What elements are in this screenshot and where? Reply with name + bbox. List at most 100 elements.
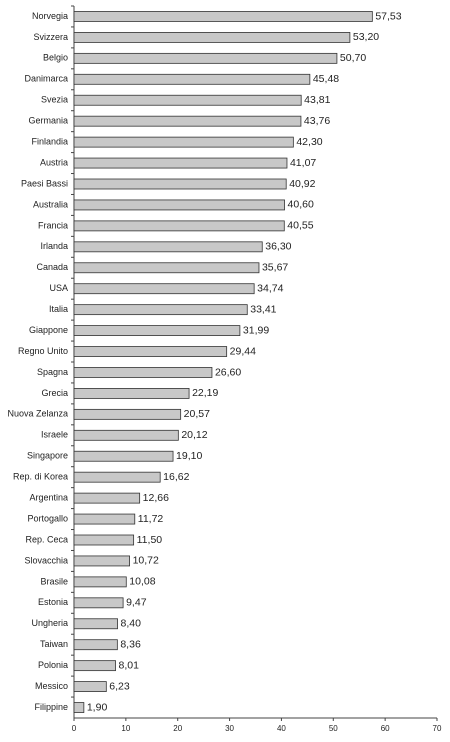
bar: [73, 597, 124, 609]
x-tick-label: 30: [225, 724, 234, 733]
bar: [73, 199, 285, 211]
value-label: 11,50: [137, 534, 163, 546]
y-tick-label: Australia: [33, 199, 68, 209]
bar: [73, 94, 302, 106]
y-tick-label: Danimarca: [24, 74, 68, 84]
bar: [73, 660, 116, 672]
x-tick-label: 10: [121, 724, 130, 733]
value-label: 40,55: [287, 220, 313, 232]
bar: [73, 513, 136, 525]
y-tick-label: Grecia: [41, 388, 68, 398]
bar: [73, 241, 263, 253]
bar: [73, 283, 255, 295]
bar: [73, 702, 85, 713]
value-label: 16,62: [163, 471, 189, 483]
y-tick-label: Messico: [35, 681, 68, 691]
value-label: 43,76: [304, 115, 330, 127]
value-label: 33,41: [250, 303, 276, 315]
value-label: 6,23: [109, 680, 130, 692]
bar: [73, 52, 338, 64]
value-label: 57,53: [375, 10, 401, 22]
bar: [73, 346, 228, 357]
x-tick-label: 0: [72, 724, 77, 733]
bar: [73, 220, 285, 232]
bar: [73, 11, 373, 22]
bar: [73, 618, 118, 630]
bar: [73, 555, 130, 567]
y-tick-label: USA: [49, 283, 68, 293]
bar: [73, 450, 174, 462]
value-label: 8,36: [120, 638, 141, 650]
y-tick-label: Svezia: [41, 95, 68, 105]
y-tick-label: Norvegia: [32, 11, 68, 21]
y-tick-label: Paesi Bassi: [21, 178, 68, 188]
value-label: 31,99: [243, 324, 269, 336]
value-label: 8,01: [119, 659, 140, 671]
bar: [73, 471, 161, 483]
bar: [73, 178, 287, 190]
value-label: 8,40: [121, 618, 142, 630]
value-label: 22,19: [192, 387, 218, 399]
value-label: 41,07: [290, 157, 316, 169]
x-tick-label: 70: [433, 724, 442, 733]
bar: [73, 262, 260, 274]
y-tick-label: Rep. di Korea: [13, 472, 68, 482]
bar: [73, 115, 302, 127]
y-tick-label: Regno Unito: [18, 346, 68, 356]
bar: [73, 73, 311, 85]
y-tick-label: Argentina: [29, 492, 68, 502]
y-tick-label: Finlandia: [31, 136, 68, 146]
value-label: 10,72: [133, 555, 159, 567]
bar: [73, 639, 118, 651]
value-label: 20,57: [184, 408, 210, 420]
value-label: 40,60: [288, 199, 314, 211]
value-label: 50,70: [340, 52, 366, 64]
bar: [73, 576, 127, 588]
y-tick-label: Rep. Ceca: [25, 534, 68, 544]
value-label: 35,67: [262, 262, 288, 274]
y-tick-label: Austria: [40, 157, 68, 167]
value-label: 10,08: [129, 576, 155, 588]
value-label: 29,44: [230, 345, 256, 357]
y-tick-label: Ungheria: [31, 618, 68, 628]
bar: [73, 304, 248, 316]
value-label: 12,66: [143, 492, 169, 504]
bar: [73, 408, 182, 420]
value-label: 34,74: [257, 282, 283, 294]
bar: [73, 32, 351, 43]
value-label: 53,20: [353, 31, 379, 43]
x-tick-label: 60: [381, 724, 390, 733]
value-label: 45,48: [313, 73, 339, 85]
y-tick-label: Brasile: [40, 576, 68, 586]
value-label: 26,60: [215, 366, 241, 378]
y-tick-label: Nuova Zelanza: [7, 409, 68, 419]
y-tick-label: Israele: [41, 430, 68, 440]
y-tick-label: Spagna: [37, 367, 68, 377]
bar: [73, 388, 190, 399]
bar: [73, 157, 288, 169]
y-tick-label: Polonia: [38, 660, 68, 670]
value-label: 36,30: [265, 241, 291, 253]
y-tick-label: Germania: [28, 116, 68, 126]
value-label: 42,30: [296, 136, 322, 148]
y-tick-label: Giappone: [29, 325, 68, 335]
y-tick-label: Slovacchia: [24, 555, 68, 565]
value-label: 11,72: [138, 513, 164, 525]
y-tick-label: Filippine: [34, 702, 68, 712]
x-tick-label: 50: [329, 724, 338, 733]
bar: [73, 367, 213, 378]
bar: [73, 325, 241, 336]
value-label: 20,12: [181, 429, 207, 441]
bar: [73, 492, 141, 504]
bar: [73, 681, 107, 692]
y-tick-label: Canada: [36, 262, 68, 272]
y-tick-label: Italia: [49, 304, 68, 314]
y-tick-label: Irlanda: [40, 241, 68, 251]
x-tick-label: 40: [277, 724, 286, 733]
y-tick-label: Francia: [38, 220, 68, 230]
value-label: 1,90: [87, 701, 108, 713]
value-label: 43,81: [304, 94, 330, 106]
bar: [73, 136, 294, 148]
y-tick-label: Belgio: [43, 53, 68, 63]
